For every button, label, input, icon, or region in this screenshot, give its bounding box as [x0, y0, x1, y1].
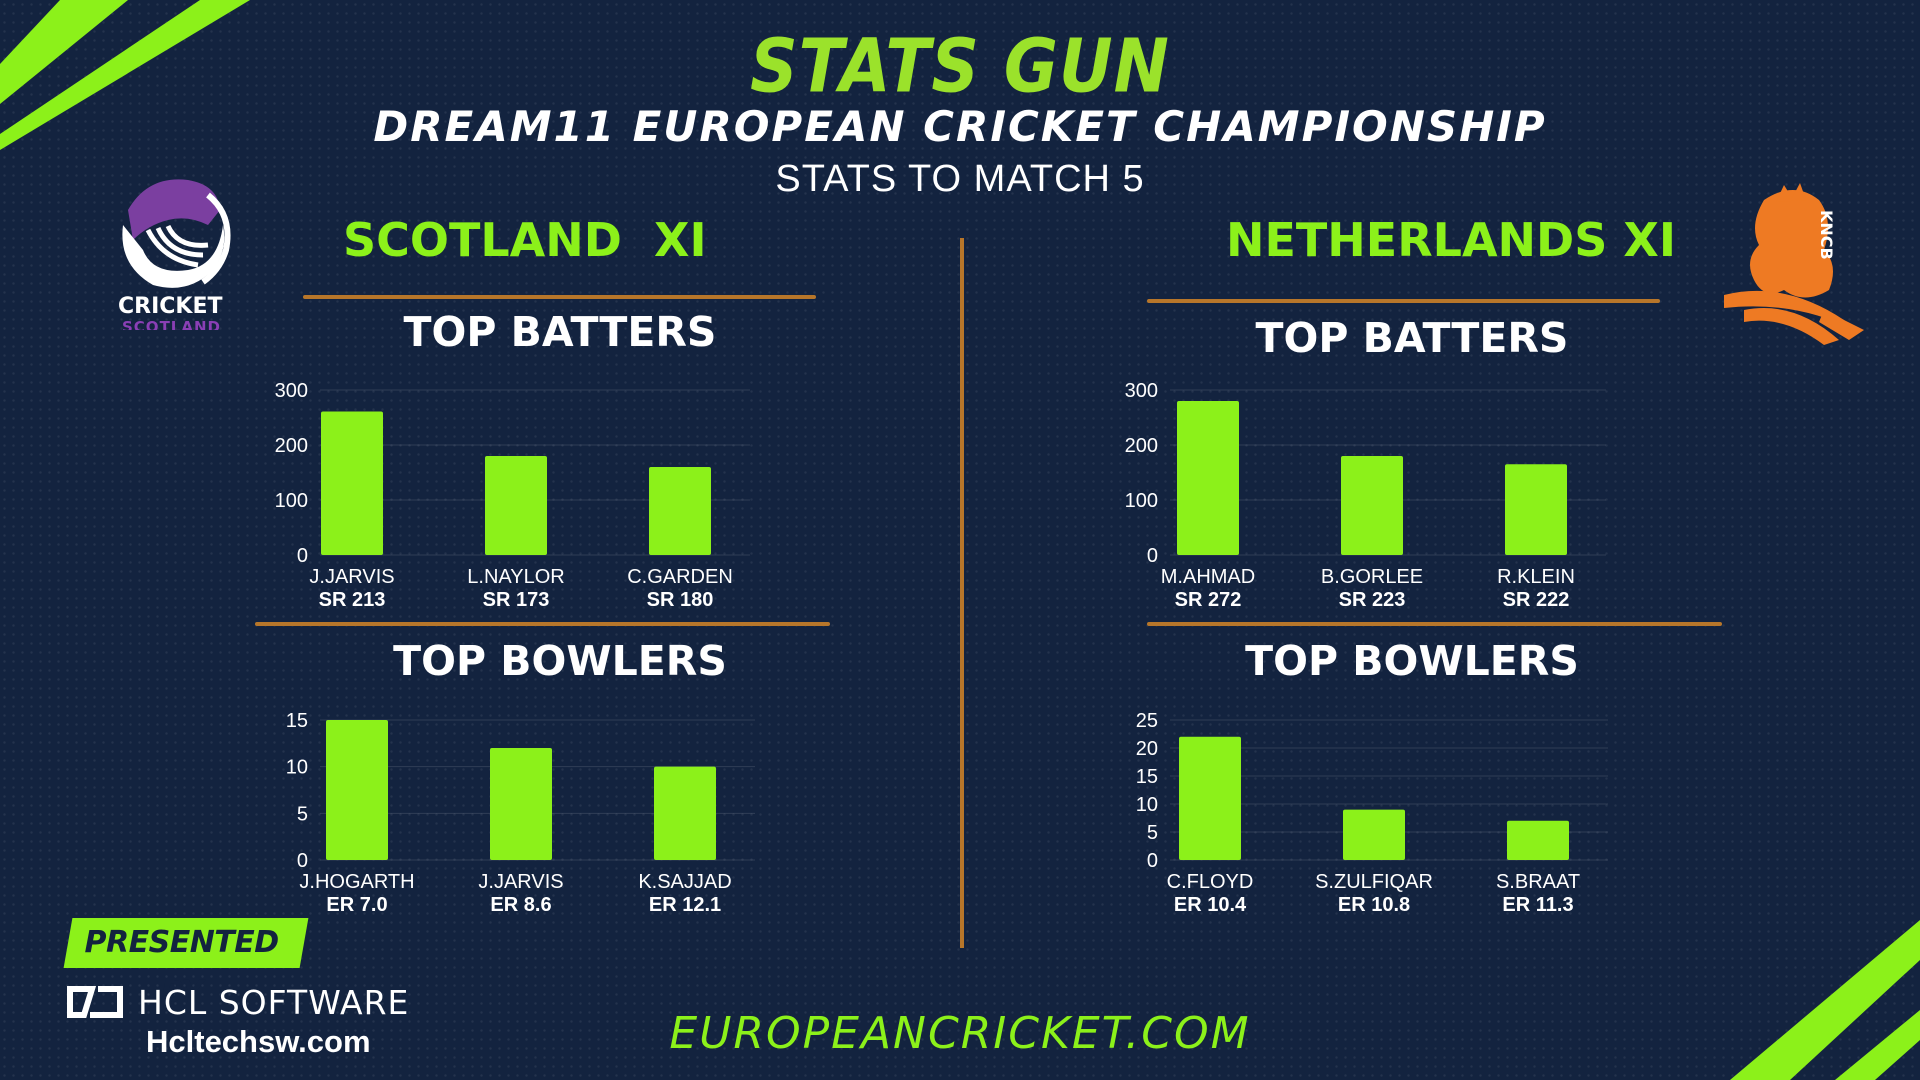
- kncb-logo: KNCB: [1724, 180, 1874, 350]
- lion-icon: [1724, 183, 1864, 345]
- y-tick-label: 5: [1147, 822, 1158, 844]
- y-tick-label: 0: [1147, 850, 1158, 872]
- brand-title: STATS GUN: [750, 23, 1170, 110]
- category-label: B.GORLEE: [1321, 566, 1423, 588]
- bar: [326, 720, 388, 860]
- sponsor-logo: HCL SOFTWARE: [66, 980, 409, 1024]
- bar: [1177, 401, 1239, 555]
- category-label: C.FLOYD: [1167, 871, 1254, 893]
- stat-label: SR 173: [483, 589, 550, 611]
- bar: [654, 766, 716, 860]
- stat-label: SR 213: [319, 589, 386, 611]
- y-tick-label: 10: [286, 757, 308, 779]
- y-tick-label: 20: [1136, 738, 1158, 760]
- y-tick-label: 0: [297, 850, 308, 872]
- category-label: J.JARVIS: [309, 566, 394, 588]
- category-label: C.GARDEN: [627, 566, 733, 588]
- y-tick-label: 300: [275, 380, 308, 402]
- y-tick-label: 100: [275, 490, 308, 512]
- hcl-logo-icon: [67, 986, 123, 1018]
- corner-slashes-bottom-right: [1730, 920, 1920, 1080]
- y-tick-label: 200: [275, 435, 308, 457]
- netherlands-title-rule: [1147, 299, 1660, 303]
- stat-label: SR 180: [647, 589, 714, 611]
- bar: [490, 748, 552, 860]
- y-tick-label: 15: [1136, 766, 1158, 788]
- scotland-title-rule: [303, 295, 816, 299]
- y-tick-label: 0: [297, 545, 308, 567]
- category-label: S.ZULFIQAR: [1315, 871, 1433, 893]
- category-label: R.KLEIN: [1497, 566, 1575, 588]
- category-label: L.NAYLOR: [467, 566, 564, 588]
- bar: [1343, 809, 1405, 860]
- scotland-batters-title: TOP BATTERS: [403, 308, 717, 356]
- y-tick-label: 10: [1136, 794, 1158, 816]
- stat-label: ER 11.3: [1502, 894, 1573, 916]
- stat-label: ER 12.1: [649, 894, 721, 916]
- thistle-icon: [122, 179, 231, 288]
- y-tick-label: 100: [1125, 490, 1158, 512]
- cricket-scotland-logo: CRICKET SCOTLAND: [108, 170, 238, 330]
- bar: [649, 467, 711, 555]
- bar: [321, 411, 383, 555]
- bar: [1507, 820, 1569, 860]
- logo-cricket-text: CRICKET: [118, 294, 223, 319]
- y-tick-label: 300: [1125, 380, 1158, 402]
- y-tick-label: 25: [1136, 710, 1158, 732]
- y-tick-label: 0: [1147, 545, 1158, 567]
- scotland-mid-rule: [255, 622, 830, 626]
- stat-label: ER 8.6: [490, 894, 551, 916]
- bar: [1179, 736, 1241, 860]
- page-subtitle: STATS TO MATCH 5: [775, 158, 1145, 200]
- stat-label: SR 272: [1175, 589, 1242, 611]
- website-link[interactable]: EUROPEANCRICKET.COM: [669, 1008, 1251, 1059]
- stat-label: SR 222: [1503, 589, 1570, 611]
- sponsor-site-link[interactable]: Hcltechsw.com: [146, 1024, 371, 1059]
- scotland-team-title: SCOTLAND XI: [343, 213, 707, 267]
- presented-by-badge: PRESENTED BY: [63, 918, 309, 1010]
- logo-kncb-text: KNCB: [1817, 210, 1836, 260]
- scotland-bowlers-title: TOP BOWLERS: [393, 637, 727, 685]
- sponsor-name: HCL SOFTWARE: [138, 982, 410, 1022]
- bar: [1341, 456, 1403, 555]
- bar: [1505, 464, 1567, 555]
- netherlands-batters-title: TOP BATTERS: [1255, 314, 1569, 362]
- netherlands-mid-rule: [1147, 622, 1722, 626]
- stat-label: SR 223: [1339, 589, 1406, 611]
- bar: [485, 456, 547, 555]
- corner-slashes-top-left: [0, 0, 250, 150]
- category-label: K.SAJJAD: [638, 871, 731, 893]
- stat-label: ER 10.4: [1174, 894, 1247, 916]
- netherlands-team-title: NETHERLANDS XI: [1226, 213, 1676, 267]
- y-tick-label: 15: [286, 710, 308, 732]
- category-label: J.HOGARTH: [299, 871, 414, 893]
- championship-title: DREAM11 EUROPEAN CRICKET CHAMPIONSHIP: [373, 102, 1547, 151]
- stat-label: ER 7.0: [326, 894, 387, 916]
- category-label: S.BRAAT: [1496, 871, 1580, 893]
- stat-label: ER 10.8: [1338, 894, 1410, 916]
- netherlands-bowlers-title: TOP BOWLERS: [1245, 637, 1579, 685]
- y-tick-label: 5: [297, 803, 308, 825]
- logo-scotland-text: SCOTLAND: [122, 318, 221, 330]
- center-divider: [960, 238, 964, 948]
- category-label: M.AHMAD: [1161, 566, 1255, 588]
- category-label: J.JARVIS: [478, 871, 563, 893]
- y-tick-label: 200: [1125, 435, 1158, 457]
